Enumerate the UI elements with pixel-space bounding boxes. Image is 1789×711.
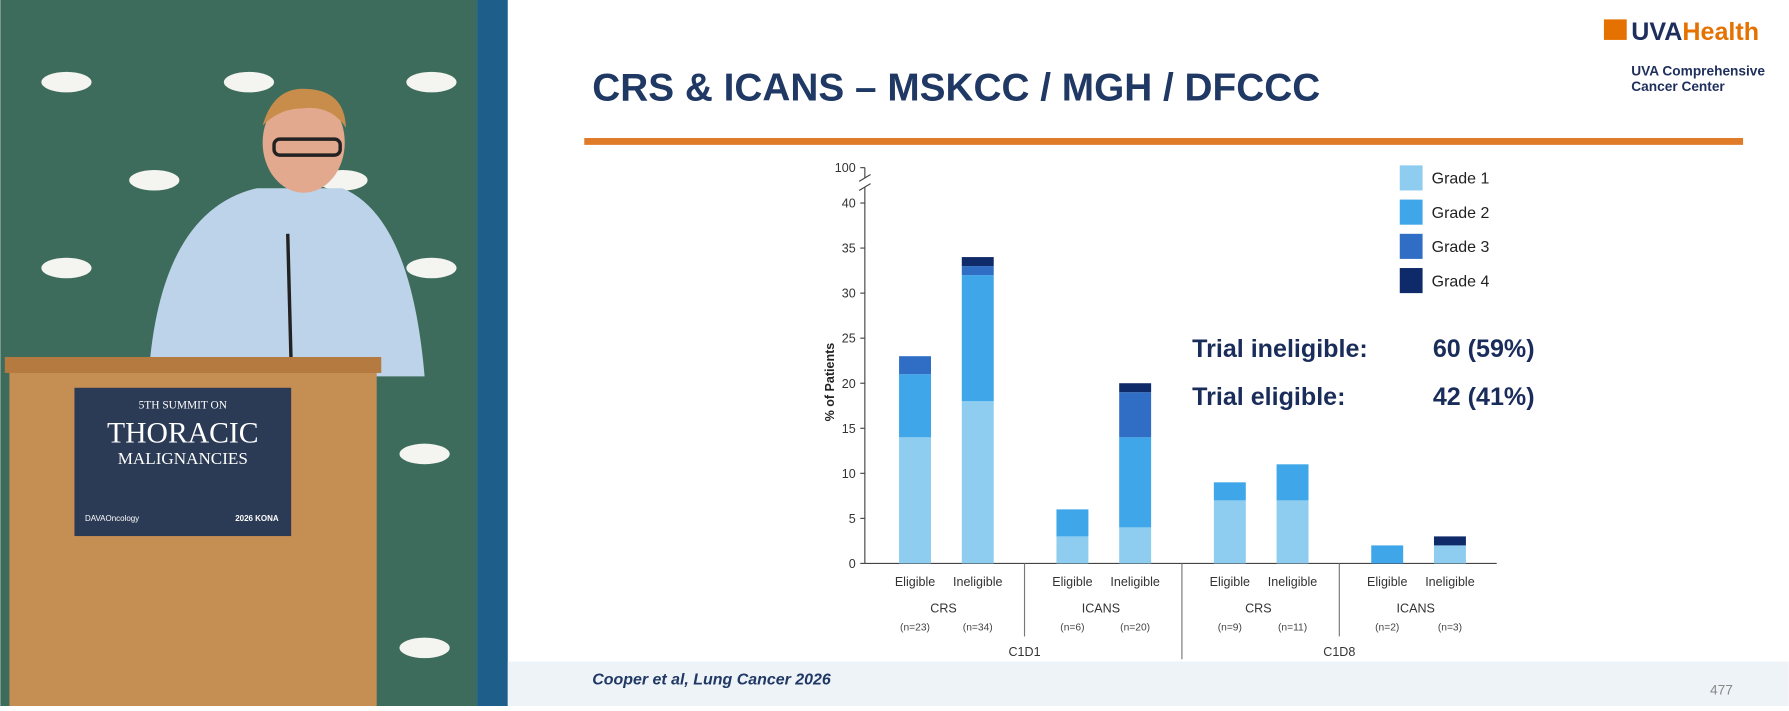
legend-label: Grade 4	[1432, 273, 1490, 290]
group-label: ICANS	[1082, 601, 1120, 615]
speaker	[148, 88, 425, 377]
bar-segment	[1056, 536, 1089, 564]
divider-strip	[477, 0, 508, 706]
legend-swatch	[1399, 165, 1423, 191]
bar-segment	[1213, 482, 1246, 501]
legend-swatch	[1399, 268, 1423, 294]
citation: Cooper et al, Lung Cancer 2026	[592, 671, 831, 688]
n-label: (n=9)	[1218, 623, 1242, 634]
bar-segment	[1119, 392, 1152, 438]
x-tick-label: Eligible	[895, 575, 935, 589]
page-number: 477	[1710, 683, 1733, 698]
axis-break	[858, 183, 871, 191]
bar-segment	[1119, 437, 1152, 528]
x-tick-label: Ineligible	[953, 575, 1002, 589]
axis-break	[858, 174, 871, 182]
podium-event: 2026 KONA	[235, 514, 279, 523]
y-tick-label: 0	[849, 557, 856, 571]
n-label: (n=34)	[963, 623, 993, 634]
slide-title: CRS & ICANS – MSKCC / MGH / DFCCC	[592, 66, 1320, 109]
logo: UVAHealth	[1631, 18, 1759, 46]
podium: 5TH SUMMIT ON THORACIC MALIGNANCIES DAVA…	[4, 356, 382, 706]
podium-line1: 5TH SUMMIT ON	[139, 399, 227, 411]
y-axis-label: % of Patients	[823, 343, 837, 422]
n-label: (n=6)	[1060, 623, 1084, 634]
group-label: CRS	[930, 601, 956, 615]
y-tick-label: 30	[842, 287, 856, 301]
n-label: (n=3)	[1438, 623, 1462, 634]
y-tick-label: 20	[842, 377, 856, 391]
org-line: Cancer Center	[1631, 79, 1725, 94]
legend-swatch	[1399, 233, 1423, 259]
y-tick-label: 35	[842, 242, 856, 256]
y-tick-label: 10	[842, 467, 856, 481]
logo-a: UVA	[1631, 18, 1682, 46]
super-group-label: C1D8	[1323, 645, 1355, 659]
n-label: (n=11)	[1278, 623, 1307, 634]
logo-icon	[1603, 19, 1627, 40]
bar-segment	[899, 356, 931, 375]
bar-segment	[961, 275, 994, 402]
x-tick-label: Ineligible	[1425, 575, 1474, 589]
y-tick-label: 40	[842, 197, 856, 211]
x-tick-label: Eligible	[1052, 575, 1092, 589]
bar-segment	[961, 266, 994, 276]
annotation-label: Trial ineligible:	[1192, 335, 1368, 363]
x-tick-label: Ineligible	[1110, 575, 1159, 589]
bar-segment	[1276, 500, 1309, 564]
bar-segment	[1371, 545, 1404, 564]
y-tick-label: 25	[842, 332, 856, 346]
legend-label: Grade 2	[1432, 205, 1490, 222]
x-tick-label: Ineligible	[1268, 575, 1317, 589]
bar-segment	[1119, 383, 1152, 393]
y-tick-label: 100	[835, 161, 856, 175]
podium-brand: DAVAOncology	[85, 514, 139, 523]
y-tick-label: 5	[849, 512, 856, 526]
podium-line3: MALIGNANCIES	[118, 449, 248, 468]
bar-segment	[899, 374, 931, 438]
n-label: (n=2)	[1375, 623, 1399, 634]
y-tick-label: 15	[842, 422, 856, 436]
n-label: (n=23)	[900, 623, 930, 634]
chart: 0 5 10 15 20 25 30 35 40 100 % of Patients Eligible…	[823, 161, 1535, 660]
bar-segment	[1433, 536, 1466, 546]
legend-label: Grade 1	[1432, 171, 1490, 188]
slide-footer	[507, 661, 1789, 706]
legend-swatch	[1399, 199, 1423, 225]
bar-segment	[899, 437, 931, 564]
bar-segment	[1056, 509, 1089, 537]
org-line: UVA Comprehensive	[1631, 63, 1765, 78]
bar-segment	[961, 257, 994, 267]
podium-line2: THORACIC	[107, 418, 259, 450]
bar-segment	[1276, 464, 1309, 501]
group-label: CRS	[1245, 601, 1271, 615]
x-tick-label: Eligible	[1210, 575, 1250, 589]
annotation-value: 60 (59%)	[1433, 335, 1535, 363]
bar-segment	[1119, 527, 1152, 564]
bar-segment	[1213, 500, 1246, 564]
n-label: (n=20)	[1120, 623, 1150, 634]
bar-segment	[961, 401, 994, 564]
logo-b: Health	[1682, 18, 1759, 46]
slide	[507, 0, 1789, 706]
bar-segment	[1433, 545, 1466, 564]
annotation-value: 42 (41%)	[1433, 383, 1535, 411]
annotation-label: Trial eligible:	[1192, 383, 1345, 411]
x-tick-label: Eligible	[1367, 575, 1407, 589]
super-group-label: C1D1	[1008, 645, 1040, 659]
group-label: ICANS	[1397, 601, 1435, 615]
legend-label: Grade 3	[1432, 239, 1490, 256]
